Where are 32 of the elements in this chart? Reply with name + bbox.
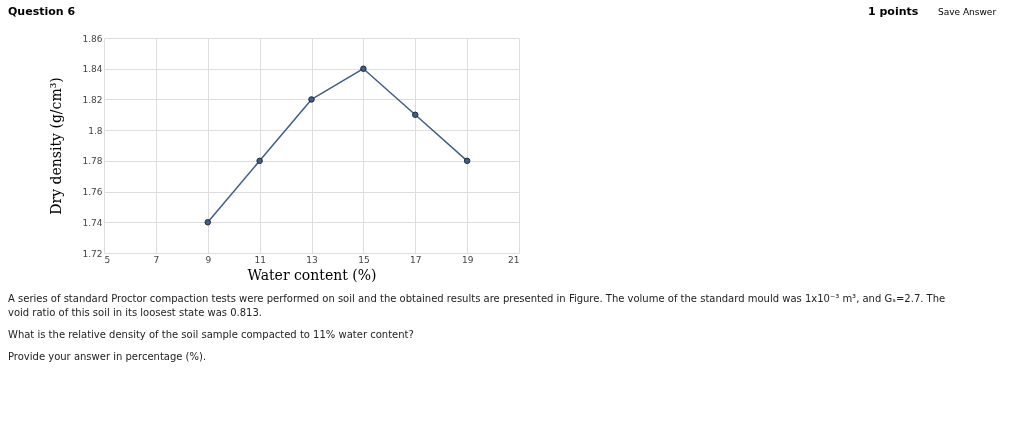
x-tick-label: 5 xyxy=(104,254,111,265)
text: 1 points xyxy=(868,5,919,18)
x-tick-label: 21 xyxy=(508,254,520,265)
text: What is the relative density of the soil sample compacted to 11% water content? xyxy=(8,329,414,340)
point xyxy=(463,157,471,165)
y-tick-label: 1.78 xyxy=(82,156,103,167)
y-tick-label: 1.74 xyxy=(82,217,103,228)
text: Question 6 xyxy=(8,5,76,18)
point xyxy=(204,219,211,226)
x-tick-label: 11 xyxy=(254,254,266,265)
text: void ratio of this soil in its loosest state was 0.813. xyxy=(8,307,262,318)
x-axis-title: Water content (%) xyxy=(247,266,377,283)
y-tick-label: 1.86 xyxy=(82,33,103,44)
y-tick-label: 1.76 xyxy=(82,187,103,198)
point xyxy=(256,157,263,165)
x-tick-label: 7 xyxy=(153,254,160,265)
text: Save Answer xyxy=(938,7,997,17)
x-tick-label: 15 xyxy=(358,254,370,265)
y-tick-label: 1.82 xyxy=(82,94,103,105)
x-tick-label: 19 xyxy=(461,254,474,265)
text: A series of standard Proctor compaction tests were performed on soil and the obtained results are presented in Figure. The volume of the standard mould was 1x10⁻³ m³, and Gₛ=2.7. The xyxy=(8,293,946,304)
text: Provide your answer in percentage (%). xyxy=(8,351,207,362)
point xyxy=(308,96,315,103)
y-tick-label: 1.72 xyxy=(82,248,103,259)
point xyxy=(360,65,367,72)
y-tick-label: 1.84 xyxy=(82,64,103,75)
x-tick-label: 17 xyxy=(410,254,422,265)
x-tick-label: 9 xyxy=(205,254,212,265)
point xyxy=(412,111,419,119)
y-axis-title: Dry density (g/cm³) xyxy=(48,77,65,215)
x-tick-label: 13 xyxy=(306,254,318,265)
y-tick-label: 1.8 xyxy=(88,125,103,136)
